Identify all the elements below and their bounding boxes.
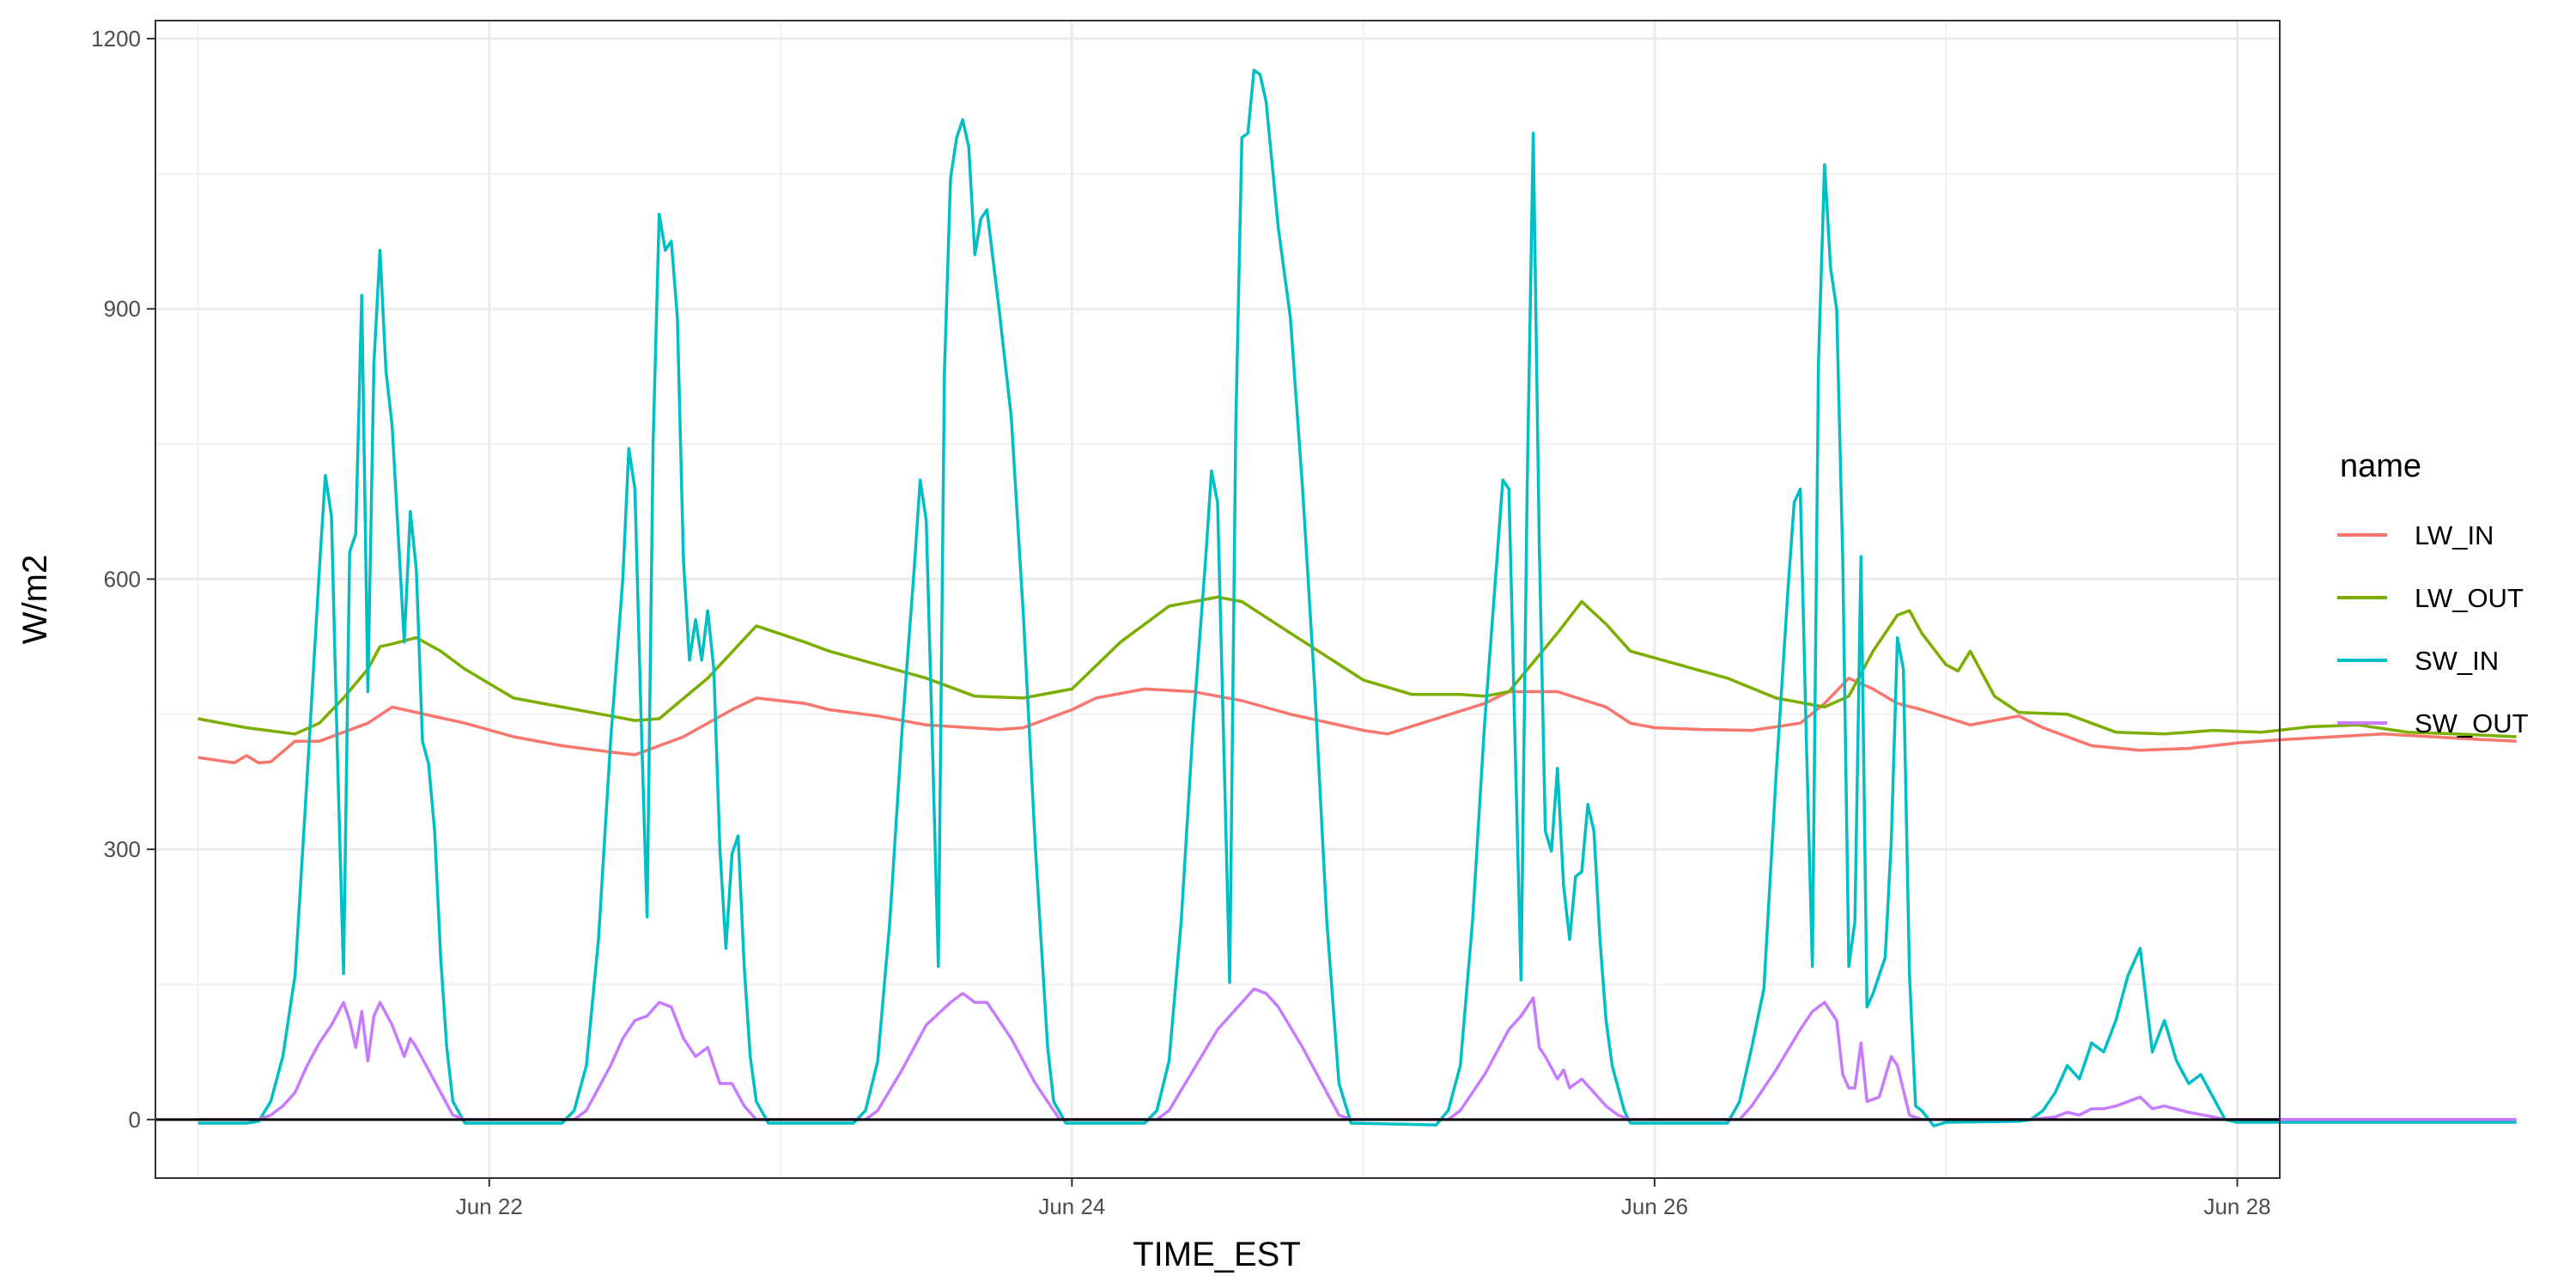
y-axis-title: W/m2 bbox=[16, 555, 54, 644]
x-tick-label: Jun 22 bbox=[456, 1194, 523, 1219]
grid-major bbox=[155, 21, 2280, 1178]
x-tick-label: Jun 28 bbox=[2203, 1194, 2270, 1219]
y-tick-label: 900 bbox=[104, 296, 141, 322]
y-tick-label: 300 bbox=[104, 836, 141, 862]
y-tick-label: 0 bbox=[129, 1107, 141, 1133]
legend-label-sw-out: SW_OUT bbox=[2415, 708, 2529, 738]
y-axis-ticks: 0 300 600 900 1200 bbox=[91, 26, 155, 1133]
x-tick-label: Jun 26 bbox=[1621, 1194, 1688, 1219]
x-tick-label: Jun 24 bbox=[1038, 1194, 1105, 1219]
series-line-lw-out bbox=[197, 595, 2517, 738]
x-axis-title: TIME_EST bbox=[1133, 1236, 1301, 1273]
series-line-sw-in bbox=[197, 68, 2517, 1127]
panel-border bbox=[155, 20, 2281, 1179]
legend: name LW_IN LW_OUT SW_IN SW_OUT bbox=[2337, 448, 2529, 738]
legend-label-sw-in: SW_IN bbox=[2415, 646, 2499, 676]
y-tick-label: 1200 bbox=[91, 26, 141, 52]
y-tick-label: 600 bbox=[104, 566, 141, 592]
series-layer bbox=[197, 68, 2517, 1127]
series-line-sw-out bbox=[197, 987, 2517, 1121]
x-axis-ticks: Jun 22 Jun 24 Jun 26 Jun 28 bbox=[456, 1178, 2271, 1219]
legend-title: name bbox=[2340, 448, 2421, 484]
legend-label-lw-in: LW_IN bbox=[2415, 520, 2494, 550]
series-line-lw-in bbox=[197, 677, 2517, 765]
legend-label-lw-out: LW_OUT bbox=[2415, 583, 2524, 613]
grid-minor bbox=[155, 21, 2280, 1178]
